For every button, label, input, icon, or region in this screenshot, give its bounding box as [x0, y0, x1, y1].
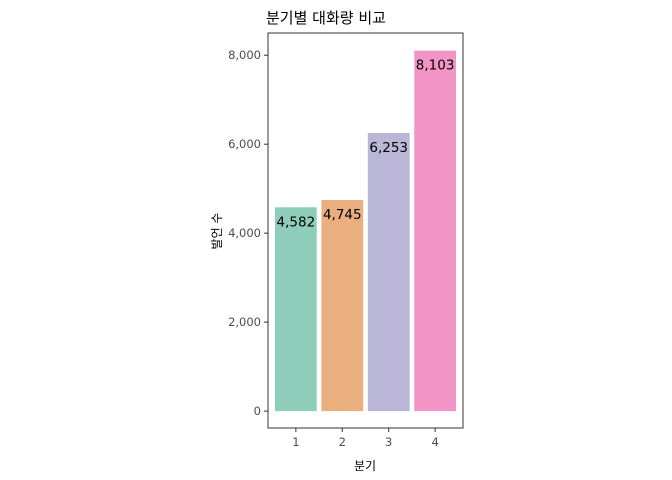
bar-value-label: 8,103 [416, 58, 455, 74]
bar-q1 [274, 207, 317, 412]
bar-q3 [367, 132, 410, 412]
y-axis-title: 발언 수 [210, 213, 224, 250]
bars-group: 4,582 4,745 6,253 8,103 [274, 50, 457, 412]
y-tick-label: 6,000 [228, 137, 261, 151]
x-tick-label: 3 [385, 435, 392, 449]
y-axis: 0 2,000 4,000 6,000 8,000 [228, 48, 268, 418]
bar-value-label: 4,582 [277, 214, 316, 230]
plot-panel-border [267, 32, 464, 429]
x-axis: 1 2 3 4 [292, 428, 439, 449]
y-tick-label: 4,000 [228, 226, 261, 240]
x-axis-title: 분기 [354, 459, 376, 473]
bar-q2 [321, 200, 364, 412]
y-tick-label: 8,000 [228, 48, 261, 62]
x-tick-label: 4 [431, 435, 438, 449]
bar-value-label: 4,745 [323, 207, 362, 223]
x-tick-label: 1 [292, 435, 299, 449]
chart-title: 분기별 대화량 비교 [266, 9, 386, 27]
y-tick-label: 0 [254, 404, 261, 418]
bar-q4 [414, 50, 457, 412]
y-tick-label: 2,000 [228, 315, 261, 329]
bar-value-label: 6,253 [369, 140, 408, 156]
x-tick-label: 2 [339, 435, 346, 449]
